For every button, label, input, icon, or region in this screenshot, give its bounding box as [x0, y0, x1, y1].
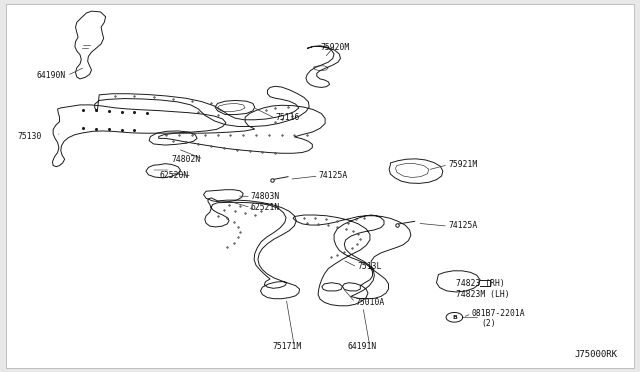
Text: 74802N: 74802N [172, 155, 201, 164]
Text: 7513L: 7513L [357, 262, 381, 271]
Text: 74125A: 74125A [448, 221, 477, 230]
Text: 74125A: 74125A [319, 171, 348, 180]
Text: 75920M: 75920M [320, 43, 349, 52]
Text: 74823 (RH): 74823 (RH) [456, 279, 504, 288]
Text: 081B7-2201A: 081B7-2201A [472, 309, 525, 318]
FancyBboxPatch shape [6, 4, 634, 368]
Text: 74823M (LH): 74823M (LH) [456, 290, 509, 299]
Text: B: B [452, 315, 457, 320]
Text: 64190N: 64190N [36, 71, 66, 80]
Text: (2): (2) [481, 319, 496, 328]
Text: 75921M: 75921M [448, 160, 477, 169]
Text: 62521N: 62521N [251, 203, 280, 212]
Text: J75000RK: J75000RK [575, 350, 618, 359]
Text: 75171M: 75171M [272, 342, 301, 351]
Text: 62520N: 62520N [160, 171, 189, 180]
Text: 75116: 75116 [275, 113, 300, 122]
Text: 74803N: 74803N [251, 192, 280, 201]
Text: 64191N: 64191N [348, 342, 377, 351]
Text: 75130: 75130 [17, 132, 42, 141]
Text: 75010A: 75010A [355, 298, 385, 307]
